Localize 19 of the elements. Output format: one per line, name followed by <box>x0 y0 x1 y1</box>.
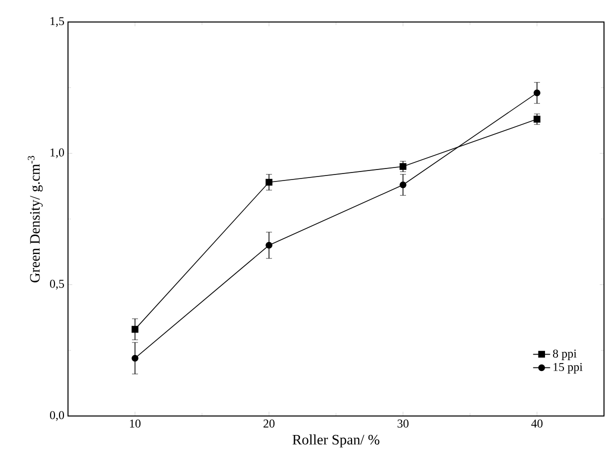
x-tick-label: 30 <box>398 420 409 428</box>
x-axis-title: Roller Span/ % <box>292 434 380 448</box>
point <box>400 163 406 170</box>
y-tick-label: 0,0 <box>50 411 64 421</box>
y-tick-label: 1,5 <box>50 17 64 27</box>
point <box>266 178 272 186</box>
legend-label: 8 ppi <box>552 350 577 360</box>
legend-label: 15 ppi <box>554 362 583 374</box>
x-tick-label: 10 <box>130 420 141 428</box>
point <box>400 181 406 188</box>
point <box>266 242 272 249</box>
point <box>132 354 138 362</box>
x-tick-label: 40 <box>531 420 543 428</box>
point <box>132 326 138 333</box>
y-axis-title: Green Density/ g.cm$^{-3}$ <box>28 156 43 282</box>
x-tick-label: 20 <box>264 420 275 428</box>
y-tick-label: 0,5 <box>50 280 64 290</box>
point <box>534 90 540 96</box>
y-tick-label: 1,0 <box>50 148 64 158</box>
